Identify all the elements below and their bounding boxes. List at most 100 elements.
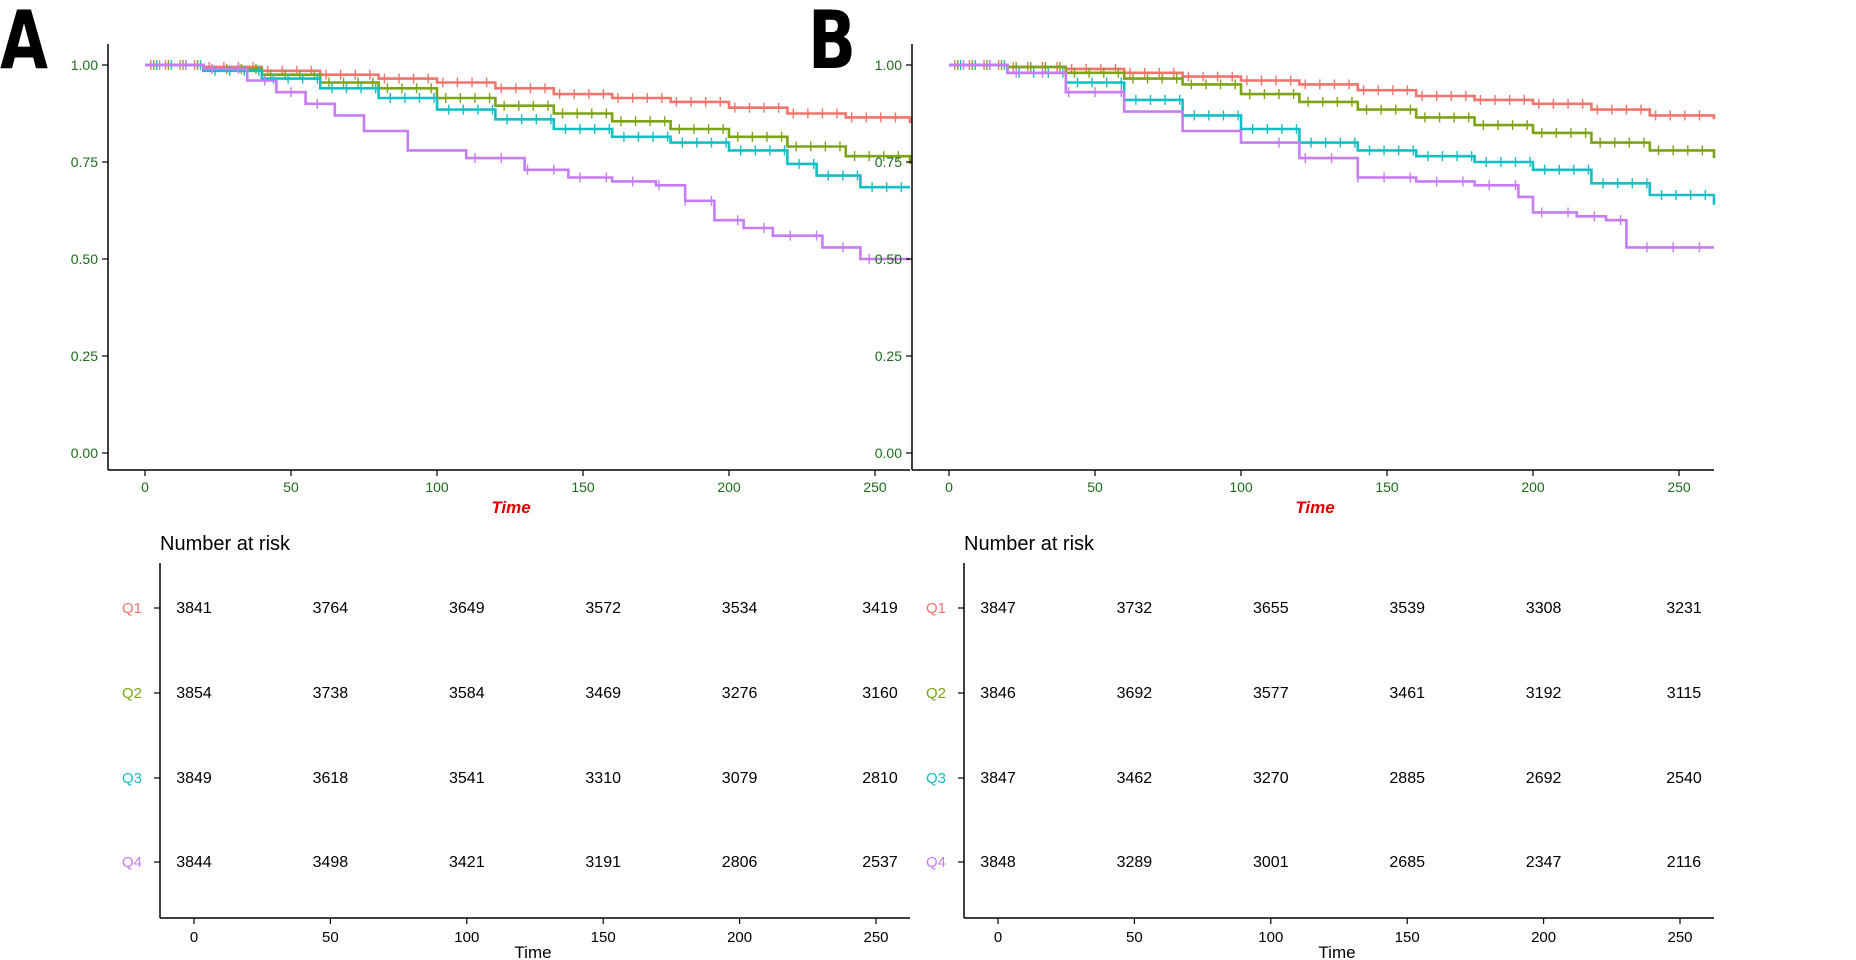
risk-count: 3618: [313, 770, 349, 787]
risk-count: 3847: [980, 600, 1016, 617]
risk-count: 2885: [1389, 770, 1425, 787]
risk-count: 3655: [1253, 600, 1289, 617]
risk-count: 2347: [1526, 854, 1562, 871]
survival-curve-q4: [949, 63, 1714, 249]
risk-count: 2692: [1526, 770, 1562, 787]
y-tick-label: 0.25: [875, 348, 902, 364]
risk-group-label-q4: Q4: [122, 854, 142, 871]
risk-x-tick-label: 200: [1531, 929, 1556, 946]
x-tick-label: 200: [1521, 479, 1545, 495]
risk-group-label-q3: Q3: [926, 770, 946, 787]
x-tick-label: 150: [1375, 479, 1399, 495]
risk-x-axis-title: Time: [514, 943, 551, 960]
risk-x-tick-label: 150: [591, 929, 616, 946]
risk-count: 3847: [980, 770, 1016, 787]
risk-table-title: Number at risk: [160, 533, 291, 555]
risk-group-label-q3: Q3: [122, 770, 142, 787]
y-tick-label: 0.50: [71, 251, 98, 267]
risk-count: 2540: [1666, 770, 1702, 787]
panel-a: A 0.00 0.25 0.50 0.75 1.00 0 50 100 150 200 250 Time…: [0, 0, 912, 960]
x-axis-title: Time: [491, 498, 530, 517]
survival-curve-q2: [949, 63, 1716, 159]
risk-x-tick-label: 250: [863, 929, 888, 946]
risk-count: 3849: [176, 770, 212, 787]
y-tick-label: 0.75: [71, 154, 98, 170]
risk-count: 3541: [449, 770, 485, 787]
risk-group-label-q4: Q4: [926, 854, 946, 871]
risk-count: 3738: [313, 685, 349, 702]
survival-curve-q1: [949, 63, 1716, 120]
survival-curve-q1: [145, 63, 912, 124]
survival-curve-q2: [145, 63, 912, 164]
panel-label: A: [0, 0, 48, 87]
risk-x-axis-title: Time: [1318, 943, 1355, 960]
survival-curve-q3: [145, 63, 910, 189]
risk-x-tick-label: 0: [190, 929, 198, 946]
risk-count: 3276: [722, 685, 758, 702]
censor-marks-q4: [158, 60, 897, 264]
risk-count: 3854: [176, 685, 212, 702]
censor-marks-q4: [962, 60, 1701, 253]
risk-count: 3289: [1117, 854, 1153, 871]
x-axis-title: Time: [1295, 498, 1334, 517]
x-tick-label: 50: [1087, 479, 1103, 495]
risk-count: 3079: [722, 770, 758, 787]
risk-count: 2116: [1667, 854, 1702, 871]
panel-b: B 0.00 0.25 0.50 0.75 1.00 0 50 100 150 200 250 Time…: [808, 0, 1716, 960]
risk-count: 2806: [722, 854, 758, 871]
risk-count: 3848: [980, 854, 1016, 871]
risk-x-tick-label: 250: [1667, 929, 1692, 946]
risk-count: 3572: [585, 600, 621, 617]
risk-count: 3462: [1117, 770, 1153, 787]
risk-group-label-q2: Q2: [122, 685, 142, 702]
risk-table-title: Number at risk: [964, 533, 1095, 555]
risk-count: 3534: [722, 600, 758, 617]
risk-count: 3539: [1389, 600, 1425, 617]
risk-count: 3577: [1253, 685, 1289, 702]
risk-count: 3732: [1117, 600, 1153, 617]
risk-x-tick-label: 0: [994, 929, 1002, 946]
x-tick-label: 150: [571, 479, 595, 495]
risk-count: 3310: [585, 770, 621, 787]
risk-count: 3001: [1253, 854, 1289, 871]
survival-curve-q4: [145, 63, 910, 261]
risk-x-tick-label: 200: [727, 929, 752, 946]
risk-count: 3270: [1253, 770, 1289, 787]
y-tick-label: 0.75: [875, 154, 902, 170]
x-tick-label: 250: [1667, 479, 1691, 495]
risk-count: 3584: [449, 685, 485, 702]
x-tick-label: 200: [717, 479, 741, 495]
risk-x-tick-label: 50: [322, 929, 339, 946]
panel-label: B: [808, 0, 856, 87]
y-tick-label: 0.00: [71, 445, 98, 461]
risk-count: 3421: [449, 854, 485, 871]
risk-count: 3461: [1389, 685, 1425, 702]
risk-count: 3191: [585, 854, 621, 871]
risk-count: 3649: [449, 600, 485, 617]
risk-count: 3160: [862, 685, 898, 702]
x-tick-label: 0: [141, 479, 149, 495]
risk-count: 3846: [980, 685, 1016, 702]
x-tick-label: 250: [863, 479, 887, 495]
y-tick-label: 0.25: [71, 348, 98, 364]
risk-x-tick-label: 100: [1258, 929, 1283, 946]
x-tick-label: 100: [1229, 479, 1253, 495]
censor-marks-q2: [957, 60, 1704, 156]
risk-x-tick-label: 150: [1395, 929, 1420, 946]
risk-count: 2685: [1389, 854, 1425, 871]
risk-x-tick-label: 100: [454, 929, 479, 946]
x-tick-label: 50: [283, 479, 299, 495]
risk-count: 3308: [1526, 600, 1562, 617]
y-tick-label: 0.50: [875, 251, 902, 267]
risk-count: 2537: [862, 854, 898, 871]
risk-group-label-q1: Q1: [122, 600, 142, 617]
y-tick-label: 1.00: [875, 57, 902, 73]
risk-group-label-q1: Q1: [926, 600, 946, 617]
x-tick-label: 100: [425, 479, 449, 495]
risk-count: 3231: [1666, 600, 1702, 617]
risk-count: 3692: [1117, 685, 1153, 702]
risk-count: 3419: [862, 600, 898, 617]
y-tick-label: 0.00: [875, 445, 902, 461]
risk-count: 3115: [1667, 685, 1702, 702]
